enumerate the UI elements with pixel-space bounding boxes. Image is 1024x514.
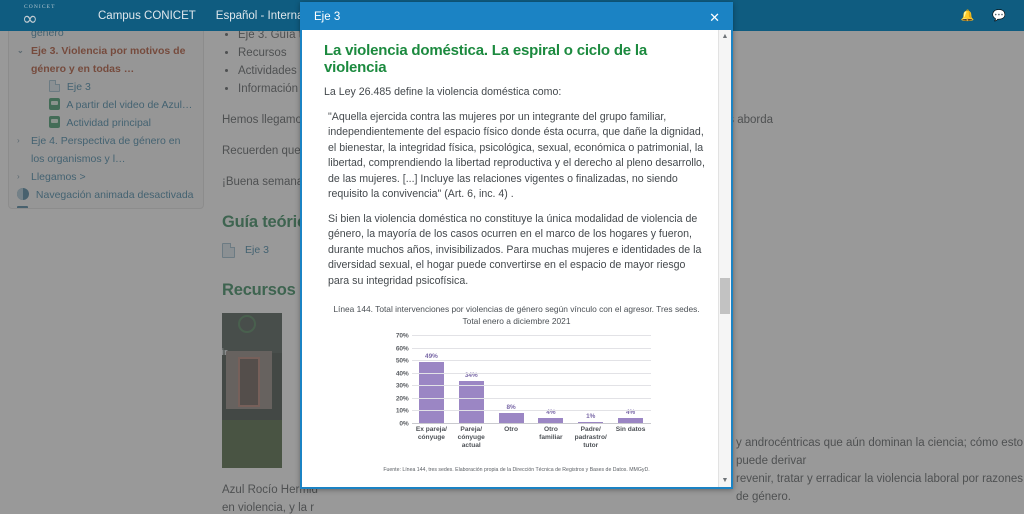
chart-y-axis: 0% 10% 20% 30% 40% 50% 60% 70% xyxy=(383,332,411,428)
chart-x-axis-line xyxy=(411,423,651,424)
modal-paragraph-2: Si bien la violencia doméstica no consti… xyxy=(328,212,702,287)
chart-bar-cell: 49% xyxy=(414,336,449,423)
chart-y-tick-label: 50% xyxy=(395,357,409,365)
chart-gridline xyxy=(411,347,651,349)
chart-bar[interactable] xyxy=(578,421,604,423)
chart-figure: Línea 144. Total intervenciones por viol… xyxy=(324,303,709,487)
chart-bar-cell: 4% xyxy=(533,336,568,423)
chart-y-tick-label: 30% xyxy=(395,382,409,390)
chart-x-tick-label: Pareja/ cónyuge actual xyxy=(457,426,485,449)
chart-y-tick-label: 70% xyxy=(395,332,409,340)
chart-bar[interactable] xyxy=(458,380,484,423)
chart-y-tick-label: 0% xyxy=(399,420,409,428)
chart-gridline xyxy=(411,385,651,387)
chart-gridline xyxy=(411,335,651,336)
modal-header: Eje 3 ✕ xyxy=(302,4,731,30)
conicet-logo-text: CONICET xyxy=(24,3,56,10)
chart-x-tick-labels: Ex pareja/ cónyuge Pareja/ cónyuge actual… xyxy=(383,426,651,450)
scroll-down-icon[interactable]: ▼ xyxy=(721,477,729,484)
chart-bars: 49% 34% 8% 4% 1% 4% xyxy=(412,336,651,423)
chart-gridline xyxy=(411,372,651,374)
modal-intro-paragraph: La Ley 26.485 define la violencia domést… xyxy=(324,86,562,98)
modal-title: Eje 3 xyxy=(314,11,341,23)
chart-x-tick-label: Otro xyxy=(504,426,519,433)
chart-value-label: 1% xyxy=(586,413,596,421)
chart-plot-area: 49% 34% 8% 4% 1% 4% xyxy=(411,335,651,424)
chart-y-tick-label: 60% xyxy=(395,345,409,353)
bell-icon[interactable]: 🔔 xyxy=(960,10,975,22)
chart-gridline xyxy=(411,360,651,362)
chart-y-tick-label: 20% xyxy=(395,395,409,403)
chart-x-tick-label: Otro familiar xyxy=(539,426,563,441)
chart-bar-cell: 8% xyxy=(494,336,529,423)
message-icon[interactable]: 💬 xyxy=(992,10,1006,22)
chart-value-label: 34% xyxy=(464,372,478,380)
chart-y-tick-label: 40% xyxy=(395,370,409,378)
chart-gridline xyxy=(411,410,651,412)
bar-chart: 0% 10% 20% 30% 40% 50% 60% 70% 49% 34% 8% 4% 1% 4% xyxy=(383,332,651,428)
chart-source-note: Fuente: Línea 144, tres sedes. Elaboraci… xyxy=(383,467,650,473)
chart-title-block: Línea 144. Total intervenciones por viol… xyxy=(324,303,709,327)
conicet-logo[interactable]: CONICET ∞ xyxy=(22,3,82,29)
scrollbar-thumb[interactable] xyxy=(720,278,730,314)
modal-content: La violencia doméstica. La espiral o cic… xyxy=(302,30,731,487)
chart-bar[interactable] xyxy=(418,362,444,423)
modal-quote-paragraph: "Aquella ejercida contra las mujeres por… xyxy=(328,110,705,201)
modal-scrollbar[interactable]: ▲ ▼ xyxy=(718,30,731,487)
chart-x-tick-label: Sin datos xyxy=(615,426,646,433)
chart-bar[interactable] xyxy=(498,413,524,423)
chart-bar[interactable] xyxy=(538,418,564,423)
modal-scroll-area[interactable]: La violencia doméstica. La espiral o cic… xyxy=(302,30,731,487)
chart-y-tick-label: 10% xyxy=(395,407,409,415)
close-icon[interactable]: ✕ xyxy=(709,9,720,25)
infinity-icon: ∞ xyxy=(22,7,38,30)
modal-heading: La violencia doméstica. La espiral o cic… xyxy=(324,42,648,76)
modal-dialog: Eje 3 ✕ La violencia doméstica. La espir… xyxy=(300,2,733,489)
chart-value-label: 4% xyxy=(546,409,556,417)
chart-value-label: 8% xyxy=(506,404,516,412)
chart-value-label: 49% xyxy=(425,353,438,361)
chart-bar-cell: 4% xyxy=(613,336,648,423)
nav-link-campus[interactable]: Campus CONICET xyxy=(98,9,196,22)
chart-title: Línea 144. Total intervenciones por viol… xyxy=(333,304,700,314)
chart-bar[interactable] xyxy=(618,418,644,423)
chart-x-tick-label: Ex pareja/ cónyuge xyxy=(415,426,447,441)
chart-bar-cell: 34% xyxy=(454,336,489,423)
chart-value-label: 4% xyxy=(625,409,636,417)
chart-subtitle: Total enero a diciembre 2021 xyxy=(462,316,571,326)
chart-gridline xyxy=(411,397,651,399)
scroll-up-icon[interactable]: ▲ xyxy=(721,33,729,40)
chart-bar-cell: 1% xyxy=(573,336,608,423)
chart-x-tick-label: Padre/ padrastro/ tutor xyxy=(574,426,607,449)
